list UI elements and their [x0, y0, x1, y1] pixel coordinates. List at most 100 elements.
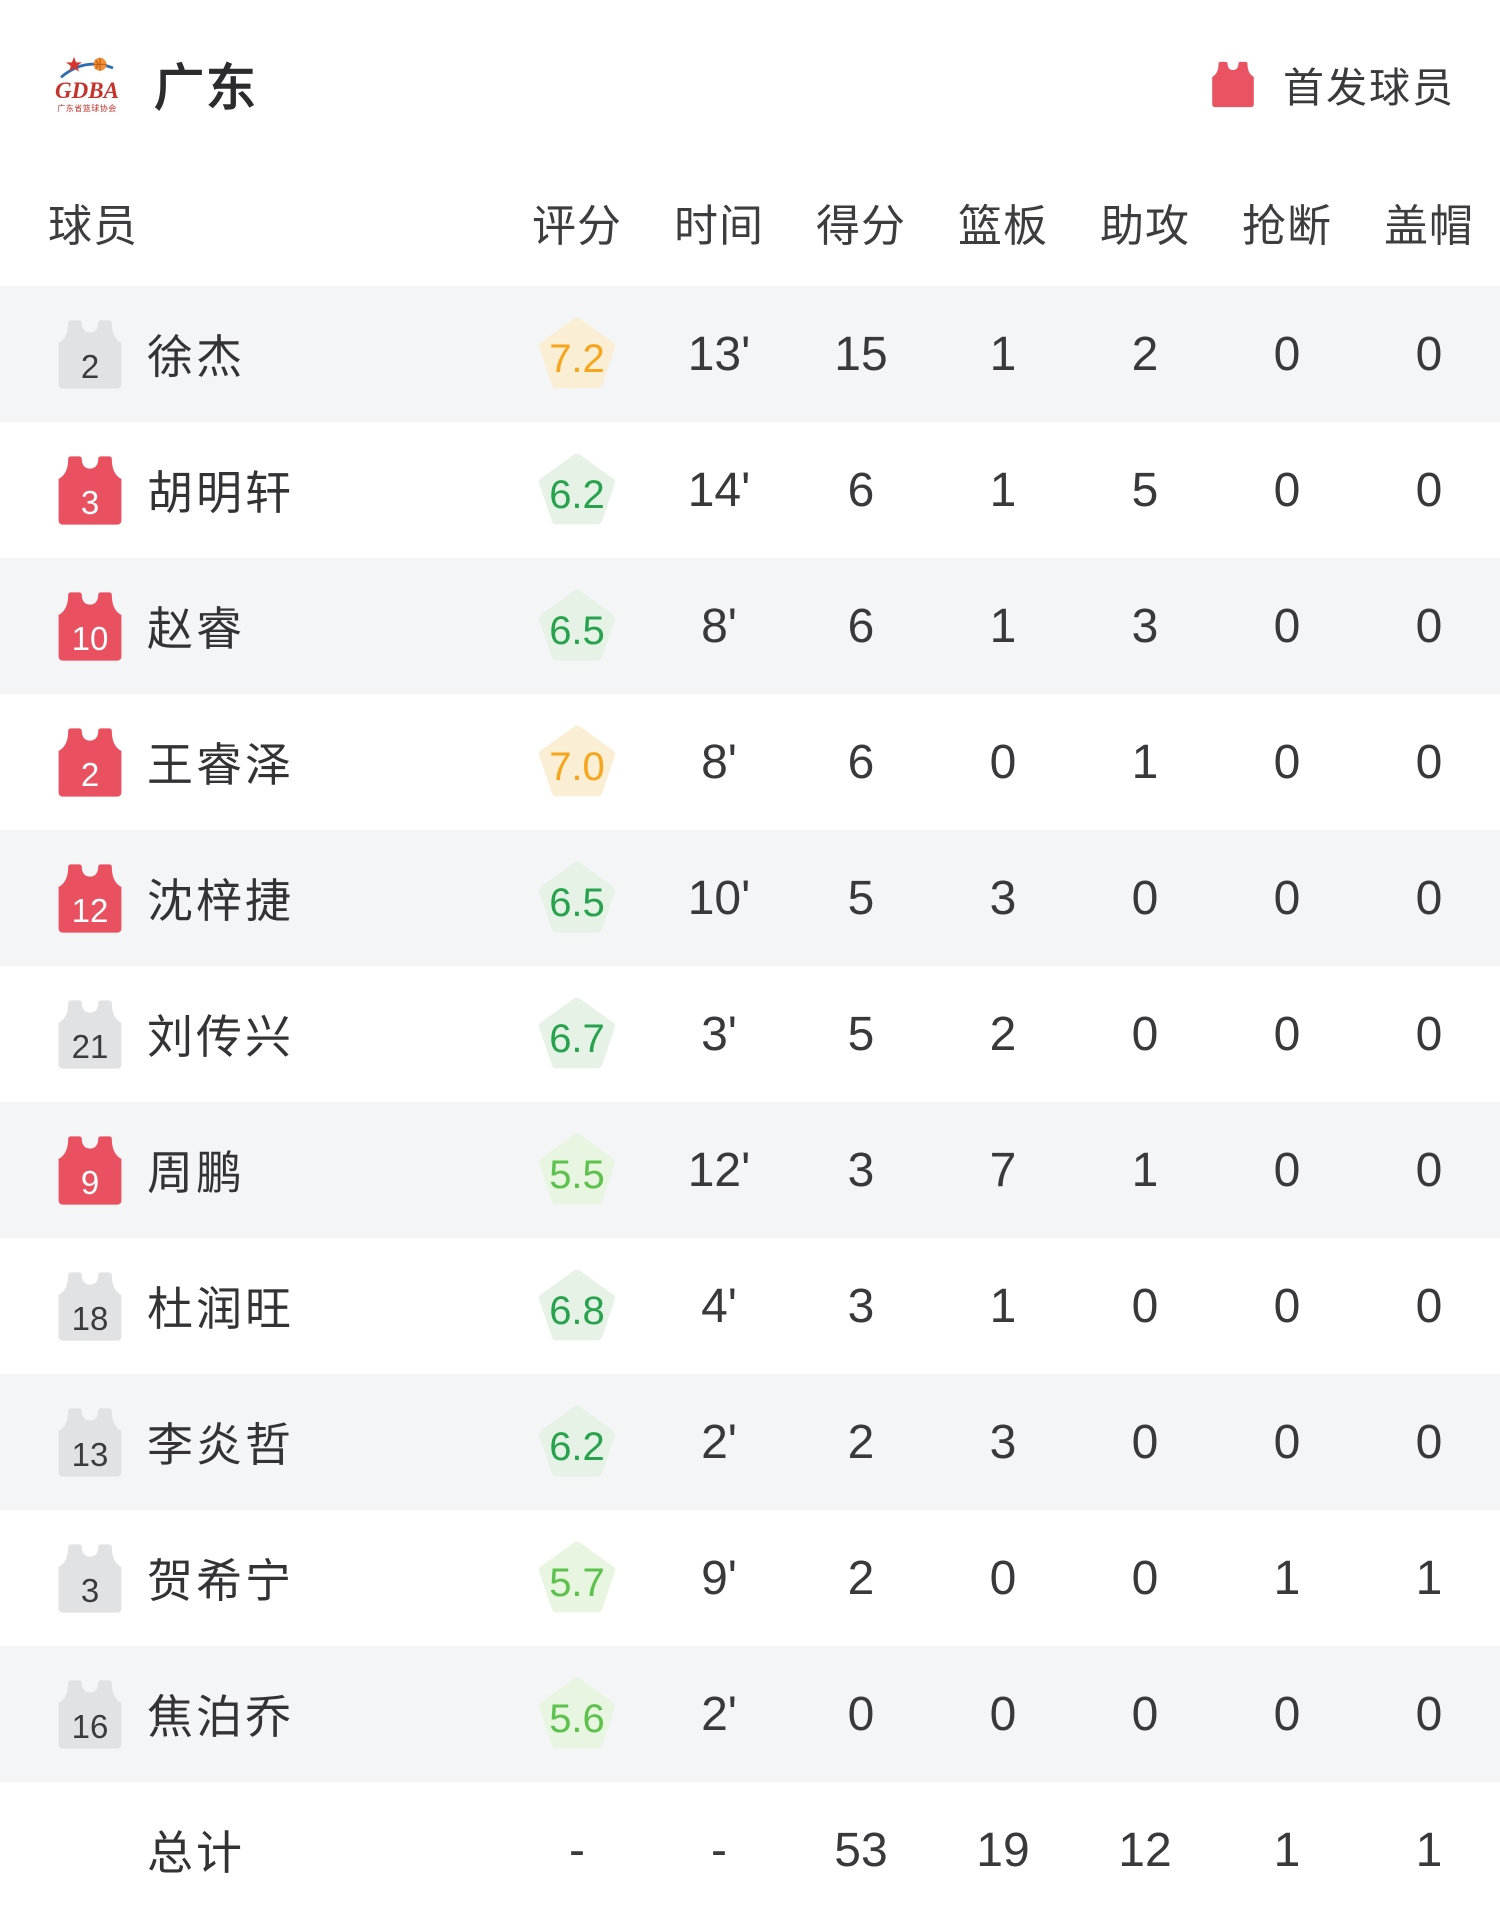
player-row[interactable]: 18 杜润旺 6.8 4' 3 1 0 0 0 — [0, 1238, 1500, 1374]
stat-time: 10' — [687, 871, 751, 925]
stat-assists: 1 — [1131, 1143, 1159, 1197]
stat-points: 5 — [847, 871, 875, 925]
stat-steals: 0 — [1273, 1007, 1301, 1061]
stat-rebounds: 0 — [989, 1687, 1017, 1741]
stat-rebounds: 3 — [989, 1415, 1017, 1469]
player-row[interactable]: 21 刘传兴 6.7 3' 5 2 0 0 0 — [0, 966, 1500, 1102]
totals-rating: - — [569, 1823, 585, 1877]
stat-blocks: 0 — [1415, 463, 1443, 517]
jersey-number: 9 — [80, 1163, 100, 1201]
stat-time: 4' — [701, 1279, 737, 1333]
jersey-number: 3 — [80, 1571, 100, 1609]
rating-badge: 7.0 — [538, 725, 616, 799]
player-name: 李炎哲 — [147, 1419, 294, 1471]
stat-time: 3' — [701, 1007, 737, 1061]
stat-time: 14' — [687, 463, 751, 517]
player-name: 胡明轩 — [147, 467, 294, 519]
stat-points: 0 — [847, 1687, 875, 1741]
rating-value: 6.8 — [549, 1288, 605, 1333]
stat-points: 2 — [847, 1551, 875, 1605]
rating-badge: 6.7 — [538, 997, 616, 1071]
totals-points: 53 — [834, 1823, 888, 1877]
player-row[interactable]: 3 胡明轩 6.2 14' 6 1 5 0 0 — [0, 422, 1500, 558]
player-row[interactable]: 12 沈梓捷 6.5 10' 5 3 0 0 0 — [0, 830, 1500, 966]
rating-badge: 6.5 — [538, 589, 616, 663]
stat-steals: 1 — [1273, 1551, 1301, 1605]
stat-time: 8' — [701, 599, 737, 653]
player-name: 沈梓捷 — [147, 875, 294, 927]
stat-blocks: 0 — [1415, 735, 1443, 789]
jersey-number: 16 — [71, 1707, 109, 1745]
column-header-blocks: 盖帽 — [1384, 202, 1474, 251]
player-row[interactable]: 16 焦泊乔 5.6 2' 0 0 0 0 0 — [0, 1646, 1500, 1782]
jersey-icon: 12 — [57, 863, 123, 934]
stat-assists: 0 — [1131, 1279, 1159, 1333]
totals-rebounds: 19 — [976, 1823, 1030, 1877]
stat-assists: 0 — [1131, 871, 1159, 925]
stat-time: 2' — [701, 1415, 737, 1469]
totals-blocks: 1 — [1415, 1823, 1443, 1877]
stat-blocks: 1 — [1415, 1551, 1443, 1605]
rating-value: 5.7 — [549, 1560, 605, 1605]
stat-steals: 0 — [1273, 599, 1301, 653]
rating-value: 7.0 — [549, 744, 605, 789]
jersey-number: 2 — [80, 347, 100, 385]
stat-assists: 0 — [1131, 1687, 1159, 1741]
totals-steals: 1 — [1273, 1823, 1301, 1877]
jersey-icon: 13 — [57, 1407, 123, 1478]
stat-time: 12' — [687, 1143, 751, 1197]
stat-assists: 0 — [1131, 1551, 1159, 1605]
player-name: 杜润旺 — [147, 1283, 294, 1335]
stat-blocks: 0 — [1415, 1687, 1443, 1741]
player-name: 赵睿 — [147, 603, 245, 655]
table-body: 2 徐杰 7.2 13' 15 1 2 0 0 3 胡明轩 6.2 — [0, 286, 1500, 1782]
rating-value: 5.5 — [549, 1152, 605, 1197]
player-row[interactable]: 10 赵睿 6.5 8' 6 1 3 0 0 — [0, 558, 1500, 694]
player-row[interactable]: 2 王睿泽 7.0 8' 6 0 1 0 0 — [0, 694, 1500, 830]
player-row[interactable]: 13 李炎哲 6.2 2' 2 3 0 0 0 — [0, 1374, 1500, 1510]
stat-steals: 0 — [1273, 735, 1301, 789]
player-row[interactable]: 3 贺希宁 5.7 9' 2 0 0 1 1 — [0, 1510, 1500, 1646]
stat-blocks: 0 — [1415, 1279, 1443, 1333]
stat-blocks: 0 — [1415, 871, 1443, 925]
rating-value: 7.2 — [549, 336, 605, 381]
rating-badge: 5.5 — [538, 1133, 616, 1207]
rating-value: 6.5 — [549, 880, 605, 925]
team-header: GDBA 广东省篮球协会 广东 首发球员 — [0, 0, 1500, 140]
stat-points: 3 — [847, 1279, 875, 1333]
stat-rebounds: 1 — [989, 599, 1017, 653]
column-header-rating: 评分 — [532, 202, 622, 251]
jersey-icon: 10 — [57, 591, 123, 662]
rating-value: 6.2 — [549, 1424, 605, 1469]
player-row[interactable]: 9 周鹏 5.5 12' 3 7 1 0 0 — [0, 1102, 1500, 1238]
rating-badge: 6.2 — [538, 453, 616, 527]
stat-assists: 0 — [1131, 1415, 1159, 1469]
stat-blocks: 0 — [1415, 1415, 1443, 1469]
stat-points: 6 — [847, 599, 875, 653]
jersey-icon: 2 — [57, 319, 123, 390]
rating-value: 6.2 — [549, 472, 605, 517]
stat-steals: 0 — [1273, 1687, 1301, 1741]
player-name: 徐杰 — [147, 331, 245, 383]
jersey-icon: 3 — [57, 1543, 123, 1614]
stat-rebounds: 0 — [989, 735, 1017, 789]
stat-blocks: 0 — [1415, 1143, 1443, 1197]
gdba-logo-subtext: 广东省篮球协会 — [57, 104, 117, 113]
gdba-logo-text: GDBA — [55, 78, 119, 103]
column-header-time: 时间 — [674, 202, 764, 251]
stat-blocks: 0 — [1415, 327, 1443, 381]
rating-value: 5.6 — [549, 1696, 605, 1741]
stat-time: 9' — [701, 1551, 737, 1605]
stat-rebounds: 7 — [989, 1143, 1017, 1197]
rating-value: 6.7 — [549, 1016, 605, 1061]
player-row[interactable]: 2 徐杰 7.2 13' 15 1 2 0 0 — [0, 286, 1500, 422]
column-header-points: 得分 — [816, 202, 906, 251]
jersey-number: 18 — [71, 1299, 109, 1337]
jersey-icon: 18 — [57, 1271, 123, 1342]
stat-blocks: 0 — [1415, 1007, 1443, 1061]
stat-rebounds: 1 — [989, 327, 1017, 381]
table-header-row: 球员 评分 时间 得分 篮板 助攻 抢断 盖帽 — [0, 140, 1500, 286]
stat-blocks: 0 — [1415, 599, 1443, 653]
starter-legend-label: 首发球员 — [1283, 65, 1455, 111]
player-name: 王睿泽 — [147, 739, 294, 791]
